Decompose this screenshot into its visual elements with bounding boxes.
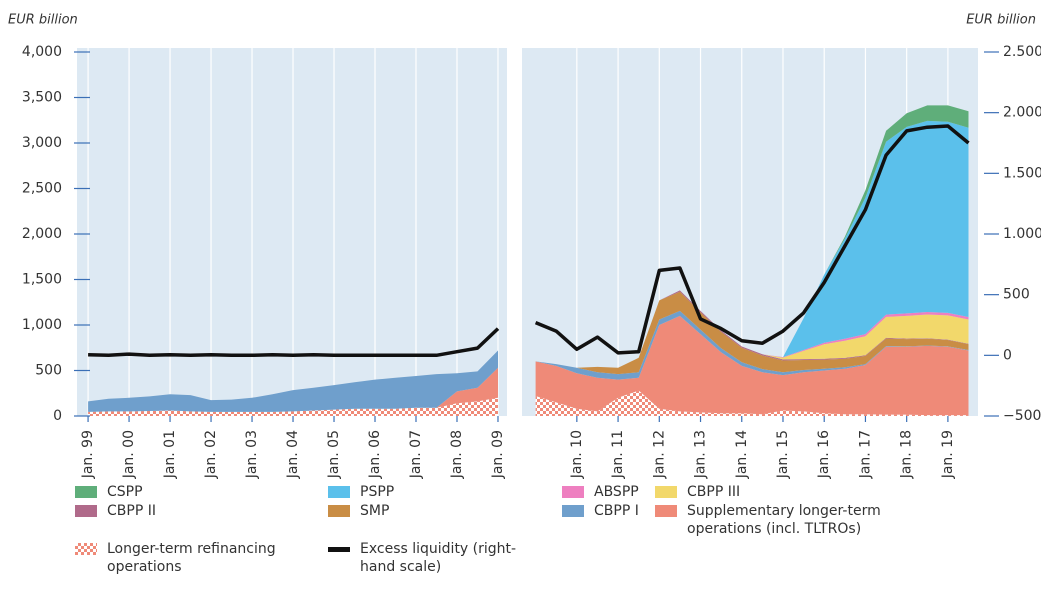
x-tick-label: Jan. 07 — [408, 430, 424, 479]
y-tick-label: 3,000 — [22, 135, 62, 151]
x-tick-label: Jan. 11 — [610, 430, 626, 479]
x-tick-label: Jan. 14 — [734, 430, 750, 479]
y-tick-label: 2,000 — [22, 226, 62, 242]
x-tick-label: Jan. 13 — [693, 430, 709, 479]
plot-background — [77, 48, 507, 416]
area — [535, 310, 969, 380]
x-tick-label: Jan. 18 — [899, 430, 915, 479]
x-tick-label: Jan. 01 — [162, 430, 178, 479]
x-tick-label: Jan. 08 — [449, 430, 465, 479]
y-tick-label: 3,500 — [22, 90, 62, 106]
y2-tick-label: 2.000 — [1003, 105, 1041, 121]
y2-tick-label: 1.500 — [1003, 165, 1041, 181]
x-tick-label: Jan. 16 — [816, 430, 832, 479]
y-tick-label: 4,000 — [22, 44, 62, 60]
x-tick-label: Jan. 04 — [285, 430, 301, 479]
y-axis-label: EUR billion — [8, 13, 78, 28]
x-tick-label: Jan. 02 — [203, 430, 219, 479]
y-tick-label: 1,500 — [22, 272, 62, 288]
y2-tick-label: 500 — [1003, 287, 1030, 303]
x-tick-label: Jan. 00 — [121, 430, 137, 479]
area — [535, 291, 969, 375]
x-tick-label: Jan. 09 — [490, 430, 506, 479]
x-tick-label: Jan. 12 — [651, 430, 667, 479]
x-tick-label: Jan. 06 — [367, 430, 383, 479]
line — [534, 124, 970, 355]
x-tick-label: Jan. 19 — [940, 430, 956, 479]
x-tick-label: Jan. 15 — [775, 430, 791, 479]
x-tick-label: Jan. 05 — [326, 430, 342, 479]
y-tick-label: 2,500 — [22, 181, 62, 197]
y-tick-label: 0 — [53, 408, 62, 424]
area — [535, 290, 969, 368]
area — [535, 390, 969, 416]
y2-tick-label: −500 — [1003, 408, 1041, 424]
x-tick-label: Jan. 99 — [80, 430, 96, 479]
y2-tick-label: 1.000 — [1003, 226, 1041, 242]
x-tick-label: Jan. 03 — [244, 430, 260, 479]
area — [535, 120, 969, 368]
y-tick-label: 500 — [35, 363, 62, 379]
y2-tick-label: 0 — [1003, 347, 1012, 363]
x-tick-label: Jan. 17 — [857, 430, 873, 479]
area — [535, 315, 969, 416]
y2-axis-label: EUR billion — [966, 13, 1036, 28]
area — [88, 350, 498, 412]
y-tick-label: 1,000 — [22, 317, 62, 333]
line — [88, 327, 500, 358]
x-tick-label: Jan. 10 — [569, 430, 585, 479]
area — [88, 397, 498, 416]
y2-tick-label: 2.500 — [1003, 44, 1041, 60]
